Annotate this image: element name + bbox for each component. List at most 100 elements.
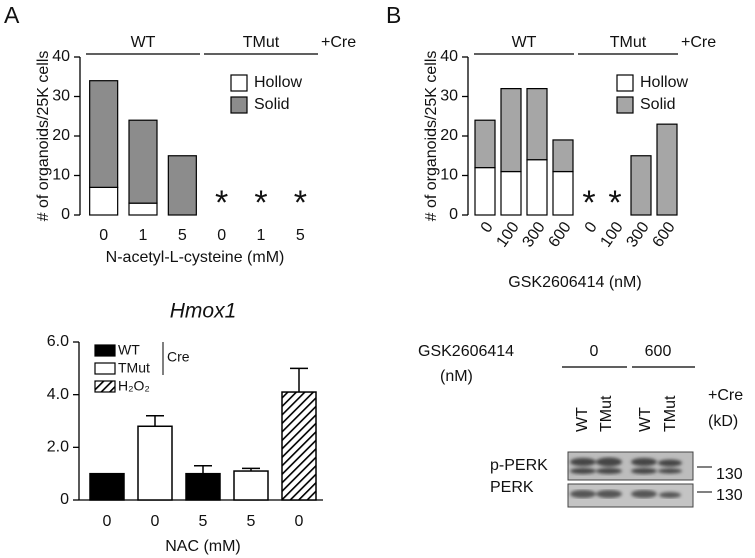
bar-segment [89,80,119,188]
y-tick-label: 10 [52,167,70,184]
bar-segment [526,87,548,161]
bar-segment [656,123,678,216]
y-tick-label: 40 [440,48,458,65]
legend-label: Hollow [640,74,688,91]
bar-segment [630,155,652,216]
bar [185,472,221,501]
y-tick-label: 4.0 [47,386,69,403]
chart-title: Hmox1 [170,300,237,323]
y-tick-label: 2.0 [47,439,69,456]
x-tick-label: 5 [199,513,208,530]
x-tick-label: 5 [178,227,187,244]
x-tick-label: 1 [139,227,148,244]
annotation: * [215,184,228,222]
bar [233,470,269,501]
bar [89,472,125,501]
blot-treatment: GSK2606414 [418,343,514,360]
blot-bands [570,490,681,498]
bar-segment [552,139,574,173]
legend-swatch [94,380,116,393]
group-label: TMut [610,34,647,51]
legend-label: Solid [254,96,290,113]
bar-segment [128,202,158,216]
error-bar [194,465,212,474]
y-tick-label: 10 [440,167,458,184]
size-marker: 130 [716,466,743,483]
bar [137,425,173,501]
size-unit: (kD) [708,413,738,430]
panel-label: A [4,2,20,28]
x-tick-label: 300 [519,219,548,251]
annotation: * [294,184,307,222]
legend-label: H₂O₂ [118,378,150,394]
legend-label: Solid [640,96,676,113]
group-label: WT [512,34,537,51]
legend-label: Hollow [254,74,302,91]
panel-label: B [386,2,401,28]
lane-label: TMut [662,395,679,432]
x-tick-label: 100 [493,219,522,251]
x-axis-label: N-acetyl-L-cysteine (mM) [106,249,285,266]
y-tick-label: 30 [440,88,458,105]
error-bar [290,367,308,393]
annotation: * [582,184,595,222]
x-tick-label: 300 [623,219,652,251]
legend-label: TMut [118,360,150,376]
x-axis-label: NAC (mM) [165,538,241,555]
bar-segment [500,87,522,173]
x-tick-label: 0 [151,513,160,530]
blot-bands [570,457,682,474]
bar-segment [526,159,548,216]
y-axis-label: # of organoids/25K cells [423,51,440,222]
annotation: * [608,184,621,222]
size-marker: 130 [716,487,743,504]
legend-swatch [230,74,248,92]
legend-swatch [94,344,116,357]
y-tick-label: 20 [52,127,70,144]
group-label: TMut [243,34,280,51]
blot-row-label: p-PERK [490,457,548,474]
annotation: * [254,184,267,222]
group-suffix: +Cre [681,34,716,51]
legend-swatch [616,74,634,92]
x-tick-label: 0 [99,227,108,244]
x-tick-label: 100 [597,219,626,251]
y-tick-label: 0 [61,206,70,223]
x-tick-label: 5 [296,227,305,244]
bar [281,391,317,501]
y-tick-label: 6.0 [47,333,69,350]
legend-swatch [94,362,116,375]
bar-segment [552,170,574,216]
bar-segment [474,119,496,169]
error-bar [242,467,260,472]
blot-strip [567,483,694,508]
lane-label: WT [637,407,654,432]
x-tick-label: 0 [478,219,497,236]
bar-segment [89,186,119,216]
bar-segment [167,155,197,216]
x-axis-label: GSK2606414 (nM) [508,274,641,291]
legend-swatch [230,96,248,114]
lane-label: TMut [598,395,615,432]
blot: GSK2606414 (nM) 0 600 WT TMut WT TMut +C… [418,343,743,508]
error-bar [146,414,164,427]
lane-suffix: +Cre [708,387,743,404]
x-tick-label: 1 [257,227,266,244]
x-tick-label: 0 [103,513,112,530]
dose-label: 600 [645,343,672,360]
legend-note: Cre [167,349,190,365]
y-tick-label: 0 [60,491,69,508]
legend-label: WT [118,342,140,358]
bar-segment [500,170,522,216]
blot-row-label: PERK [490,479,534,496]
x-tick-label: 600 [649,219,678,251]
group-label: WT [131,34,156,51]
bar-segment [474,167,496,216]
dose-label: 0 [590,343,599,360]
x-tick-label: 0 [217,227,226,244]
x-tick-label: 0 [295,513,304,530]
x-tick-label: 5 [247,513,256,530]
y-tick-label: 0 [449,206,458,223]
legend-swatch [616,96,634,114]
